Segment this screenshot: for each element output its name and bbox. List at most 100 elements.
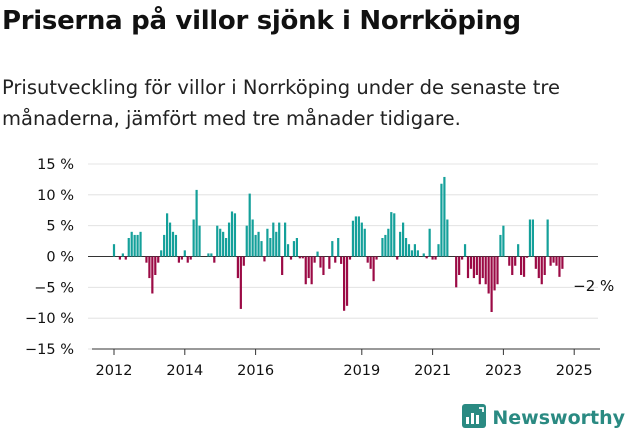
bar [522,256,526,277]
bar [537,256,540,279]
bar [514,256,517,266]
bar [428,228,431,257]
bar [189,256,192,260]
bar [313,256,316,263]
bar [242,256,245,266]
bar [437,244,440,257]
bar [251,219,254,257]
bar [118,256,121,260]
bar [431,256,434,260]
bar [298,256,301,259]
bar [163,234,166,257]
bar [440,183,443,257]
bar [528,219,532,257]
bar [407,244,411,257]
bar [310,256,313,285]
bar [236,256,239,279]
bar [561,256,564,269]
bar [461,256,464,260]
bar [508,256,511,266]
bar [369,256,372,269]
x-tick-label: 2016 [237,363,274,378]
x-tick-label: 2023 [485,363,522,378]
bar [357,216,360,257]
bar [469,256,473,269]
bar [319,256,322,268]
bar [555,256,558,266]
bar [316,251,319,257]
bar [139,231,142,257]
bar [124,256,127,260]
bar [363,228,366,257]
bar [225,238,228,257]
bar [372,256,375,282]
bar [381,238,384,257]
bar [402,222,405,257]
bar [549,256,552,266]
bar [393,213,396,257]
bar [387,228,390,257]
newsworthy-logo[interactable]: Newsworthy [462,404,625,432]
bar [222,231,225,257]
x-tick-label: 2021 [414,363,451,378]
bar [148,256,151,279]
bar [248,193,251,257]
bar [151,256,154,294]
y-tick-label: 10 % [37,188,74,204]
bar [490,256,493,312]
bar [284,222,287,257]
bar [434,256,437,260]
bar [466,256,470,279]
bar [239,256,242,309]
bar [345,256,349,306]
bar [112,244,116,257]
bar [546,219,549,257]
bar [552,256,555,263]
bar [481,256,484,279]
bar [154,256,157,275]
bar [213,256,216,263]
bar [263,256,266,262]
bar [534,256,537,269]
bar [233,213,237,257]
bar [446,219,449,257]
bar [245,225,248,257]
bar [157,256,160,263]
bar [136,234,139,257]
bar [354,216,357,257]
bar [278,222,281,257]
bar [340,256,343,264]
bar [478,256,481,285]
y-tick-label: 5 % [46,219,74,235]
last-value-label: −2 % [573,277,614,295]
bar [210,253,213,257]
bar [558,256,561,277]
bar [192,219,195,257]
bar [130,231,133,257]
bar [425,256,428,259]
bar [198,225,201,257]
bar [257,231,260,257]
bar [227,222,231,257]
bar [543,256,546,275]
bar [487,256,490,294]
bar [520,256,523,275]
bar [269,238,272,257]
bar [525,256,529,258]
bar [195,189,198,257]
y-tick-label: 15 % [37,157,74,173]
bar [422,253,425,257]
bar [133,234,136,257]
bar [168,222,172,257]
bar [127,238,130,257]
bar [180,256,183,260]
bar [272,222,275,257]
x-tick-label: 2014 [166,363,203,378]
bar [331,241,334,257]
bar [121,253,124,257]
x-tick-label: 2012 [96,363,133,378]
bar [502,225,505,257]
bar [230,211,234,257]
bar [186,256,189,263]
bar [351,220,355,257]
